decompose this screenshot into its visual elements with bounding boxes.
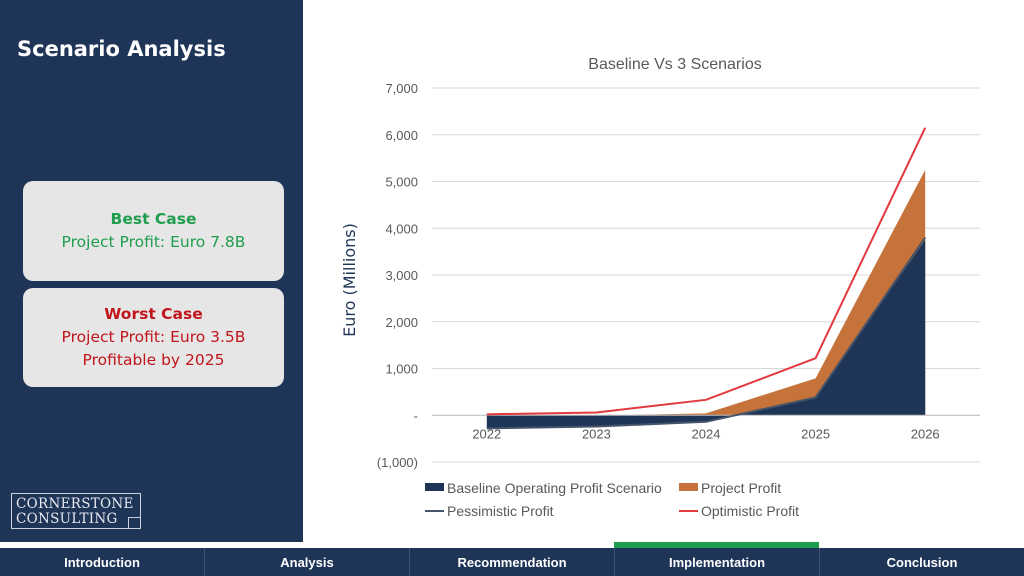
best-case-profit: Project Profit: Euro 7.8B <box>61 233 246 251</box>
y-tick-label: 6,000 <box>385 128 418 143</box>
sidebar: Scenario Analysis Best Case Project Prof… <box>0 0 303 542</box>
y-tick-label: 1,000 <box>385 362 418 377</box>
legend-swatch-baseline-operating-profit-scenario <box>425 483 444 491</box>
x-tick-label: 2023 <box>582 426 611 441</box>
nav-implementation[interactable]: Implementation <box>615 548 820 576</box>
legend-label-pessimistic-profit: Pessimistic Profit <box>447 503 554 519</box>
scenario-chart: Baseline Vs 3 Scenarios Euro (Millions) (1… <box>340 56 980 519</box>
x-tick-label: 2022 <box>472 426 501 441</box>
logo-line-1: CORNERSTONE <box>16 496 134 512</box>
worst-case-card: Worst Case Project Profit: Euro 3.5B Pro… <box>23 288 284 387</box>
y-tick-label: 3,000 <box>385 268 418 283</box>
line-optimistic-profit <box>486 127 927 416</box>
x-tick-label: 2024 <box>692 426 721 441</box>
bottom-navigation: Introduction Analysis Recommendation Imp… <box>0 548 1024 576</box>
worst-case-note: Profitable by 2025 <box>82 351 225 369</box>
x-tick-label: 2025 <box>801 426 830 441</box>
legend-label-baseline-operating-profit-scenario: Baseline Operating Profit Scenario <box>447 480 662 496</box>
y-tick-label: - <box>414 408 418 423</box>
logo-corner-mark <box>128 517 141 529</box>
line-pessimistic-profit <box>486 237 927 430</box>
nav-analysis[interactable]: Analysis <box>205 548 410 576</box>
company-logo: CORNERSTONE CONSULTING <box>11 493 141 529</box>
y-axis-label: Euro (Millions) <box>340 223 359 337</box>
nav-conclusion[interactable]: Conclusion <box>886 554 958 570</box>
legend-label-optimistic-profit: Optimistic Profit <box>701 503 799 519</box>
worst-case-heading: Worst Case <box>104 305 203 323</box>
legend-label-project-profit: Project Profit <box>701 480 781 496</box>
y-tick-label: 7,000 <box>385 81 418 96</box>
page-title: Scenario Analysis <box>17 37 226 61</box>
nav-recommendation[interactable]: Recommendation <box>410 548 615 576</box>
y-tick-label: 2,000 <box>385 315 418 330</box>
area-baseline-operating-profit-scenario <box>486 239 926 429</box>
legend-swatch-project-profit <box>679 483 698 491</box>
y-tick-label: (1,000) <box>377 455 418 470</box>
logo-line-2: CONSULTING <box>16 511 118 527</box>
x-tick-label: 2026 <box>911 426 940 441</box>
y-tick-label: 4,000 <box>385 221 418 236</box>
nav-introduction[interactable]: Introduction <box>0 548 205 576</box>
worst-case-profit: Project Profit: Euro 3.5B <box>61 328 246 346</box>
best-case-heading: Best Case <box>110 210 197 228</box>
y-tick-label: 5,000 <box>385 175 418 190</box>
chart-title: Baseline Vs 3 Scenarios <box>588 56 761 73</box>
best-case-card: Best Case Project Profit: Euro 7.8B <box>23 181 284 281</box>
nav-active-indicator <box>614 542 819 548</box>
